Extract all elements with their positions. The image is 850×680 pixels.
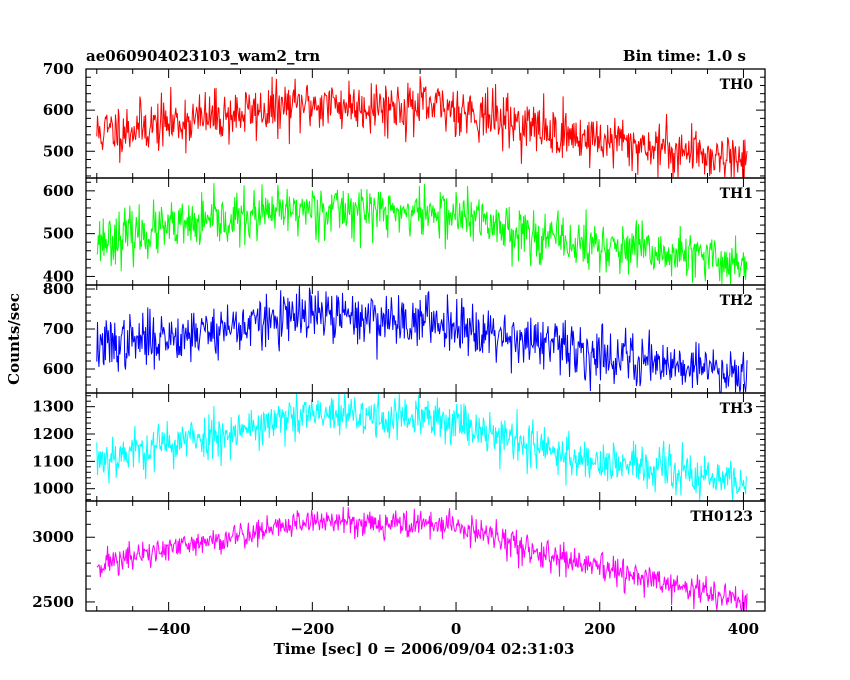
- series-line-th2: [96, 285, 748, 393]
- panel-th1: 400 500 600 TH1: [43, 177, 766, 286]
- y-tick-label: 1200: [32, 425, 74, 443]
- y-tick-label: 600: [43, 182, 74, 200]
- y-tick-label: 400: [43, 267, 74, 285]
- y-axis-label: Counts/sec: [5, 293, 23, 385]
- x-tick-label: −200: [290, 620, 334, 638]
- y-tick-label: 1000: [32, 480, 74, 498]
- x-axis: −400 −200 0 200 400: [147, 620, 759, 638]
- y-tick-label: 500: [43, 142, 74, 160]
- panels: 500 600 700 TH0 400 500 600 TH1 600 700 800 TH2 1000…: [32, 60, 766, 612]
- bin-time-label: Bin time: 1.0 s: [623, 47, 746, 65]
- series-line-th3: [96, 393, 748, 501]
- y-tick-label: 1300: [32, 398, 74, 416]
- panel-th3: 1000 1100 1200 1300 TH3: [32, 392, 766, 502]
- x-tick-label: −400: [147, 620, 191, 638]
- series-line-th0: [96, 76, 748, 178]
- panel-label-th1: TH1: [720, 186, 753, 202]
- y-tick-label: 3000: [32, 528, 74, 546]
- panel-frame: [85, 500, 766, 612]
- chart-title: ae060904023103_wam2_trn: [86, 47, 320, 65]
- panel-label-th2: TH2: [720, 293, 753, 309]
- panel-frame: [85, 68, 766, 179]
- panel-label-th3: TH3: [720, 401, 753, 417]
- panel-th2: 600 700 800 TH2: [43, 280, 766, 394]
- y-tick-label: 700: [43, 60, 74, 78]
- y-tick-label: 1100: [32, 452, 74, 470]
- x-axis-label: Time [sec] 0 = 2006/09/04 02:31:03: [274, 640, 575, 658]
- series-line-th1: [96, 183, 748, 285]
- x-tick-label: 0: [451, 620, 461, 638]
- y-tick-label: 500: [43, 225, 74, 243]
- series-line-th0123: [96, 506, 748, 612]
- y-tick-label: 600: [43, 360, 74, 378]
- y-tick-label: 600: [43, 101, 74, 119]
- panel-th0123: 2500 3000 TH0123: [32, 500, 766, 612]
- y-tick-label: 2500: [32, 593, 74, 611]
- y-tick-label: 700: [43, 320, 74, 338]
- y-tick-label: 800: [43, 280, 74, 298]
- x-tick-label: 400: [728, 620, 759, 638]
- panel-label-th0: TH0: [720, 77, 754, 93]
- x-tick-label: 200: [584, 620, 615, 638]
- panel-th0: 500 600 700 TH0: [43, 60, 766, 179]
- panel-label-th0123: TH0123: [690, 509, 753, 525]
